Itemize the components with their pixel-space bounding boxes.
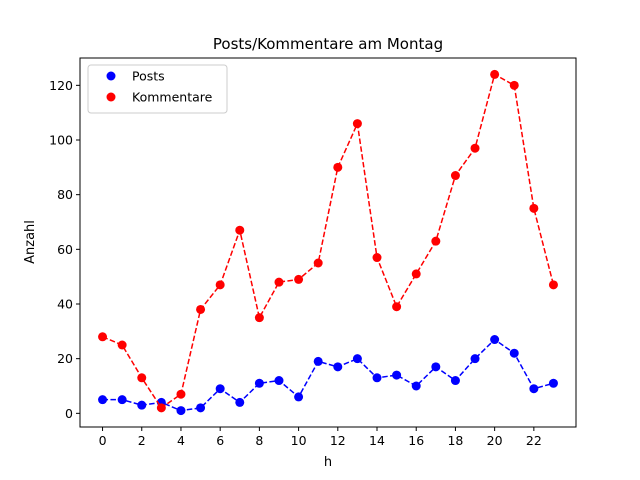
data-point-posts <box>352 354 362 364</box>
x-tick-label: 0 <box>99 433 107 448</box>
x-tick-label: 14 <box>369 433 385 448</box>
x-tick-label: 8 <box>255 433 263 448</box>
data-point-kommentare <box>431 236 441 246</box>
data-point-posts <box>431 362 441 372</box>
legend: Posts Kommentare <box>87 64 228 114</box>
chart-title: Posts/Kommentare am Montag <box>213 35 443 53</box>
data-point-kommentare <box>529 203 539 213</box>
data-point-kommentare <box>352 119 362 129</box>
data-point-posts <box>196 403 206 413</box>
data-point-posts <box>411 381 421 391</box>
data-point-kommentare <box>137 373 147 383</box>
data-point-kommentare <box>548 280 558 290</box>
data-point-posts <box>333 362 343 372</box>
data-point-kommentare <box>156 403 166 413</box>
x-tick-label: 2 <box>138 433 146 448</box>
data-point-posts <box>137 400 147 410</box>
x-tick-label: 16 <box>408 433 424 448</box>
y-tick-label: 0 <box>65 406 73 421</box>
data-point-posts <box>117 395 127 405</box>
data-point-posts <box>215 384 225 394</box>
data-point-kommentare <box>254 313 264 323</box>
data-point-kommentare <box>235 225 245 235</box>
data-point-posts <box>176 406 186 416</box>
data-point-kommentare <box>313 258 323 268</box>
legend-marker-kommentare <box>106 92 116 102</box>
y-tick-label: 100 <box>49 133 73 148</box>
data-point-kommentare <box>294 274 304 284</box>
data-point-kommentare <box>117 340 127 350</box>
data-point-kommentare <box>450 171 460 181</box>
legend-label-posts: Posts <box>132 69 165 84</box>
data-point-posts <box>235 397 245 407</box>
data-point-posts <box>490 335 500 345</box>
data-point-posts <box>294 392 304 402</box>
data-point-posts <box>274 376 284 386</box>
data-point-kommentare <box>333 162 343 172</box>
x-tick-label: 20 <box>487 433 503 448</box>
plot-frame <box>79 57 577 428</box>
y-tick-label: 40 <box>57 297 73 312</box>
data-point-kommentare <box>215 280 225 290</box>
data-point-posts <box>313 356 323 366</box>
y-tick-label: 120 <box>49 78 73 93</box>
data-point-kommentare <box>176 389 186 399</box>
y-tick-label: 20 <box>57 351 73 366</box>
data-point-posts <box>509 348 519 358</box>
series-layer <box>98 69 558 416</box>
data-point-posts <box>254 378 264 388</box>
x-tick-label: 10 <box>291 433 307 448</box>
data-point-posts <box>392 370 402 380</box>
y-axis-label: Anzahl <box>23 220 38 264</box>
data-point-posts <box>529 384 539 394</box>
y-tick-label: 60 <box>57 242 73 257</box>
data-point-posts <box>450 376 460 386</box>
data-point-kommentare <box>509 80 519 90</box>
x-axis-label: h <box>324 455 332 470</box>
series-line-posts <box>102 338 554 412</box>
data-point-posts <box>548 378 558 388</box>
data-point-kommentare <box>411 269 421 279</box>
data-point-kommentare <box>196 304 206 314</box>
data-point-kommentare <box>98 332 108 342</box>
data-point-kommentare <box>392 302 402 312</box>
x-tick-label: 22 <box>526 433 542 448</box>
data-point-kommentare <box>372 253 382 263</box>
y-tick-label: 80 <box>57 187 73 202</box>
data-point-kommentare <box>470 143 480 153</box>
legend-marker-posts <box>106 71 116 81</box>
x-tick-label: 4 <box>177 433 185 448</box>
data-point-posts <box>470 354 480 364</box>
x-tick-label: 12 <box>330 433 346 448</box>
data-point-posts <box>372 373 382 383</box>
x-tick-label: 18 <box>447 433 463 448</box>
x-axis: 0 2 4 6 8 10 12 14 16 18 20 22 <box>99 427 542 448</box>
data-point-kommentare <box>490 69 500 79</box>
data-point-kommentare <box>274 277 284 287</box>
legend-label-kommentare: Kommentare <box>132 90 213 105</box>
x-tick-label: 6 <box>216 433 224 448</box>
legend-box <box>87 64 228 114</box>
y-axis: 0 20 40 60 80 100 120 <box>49 78 80 421</box>
data-point-posts <box>98 395 108 405</box>
